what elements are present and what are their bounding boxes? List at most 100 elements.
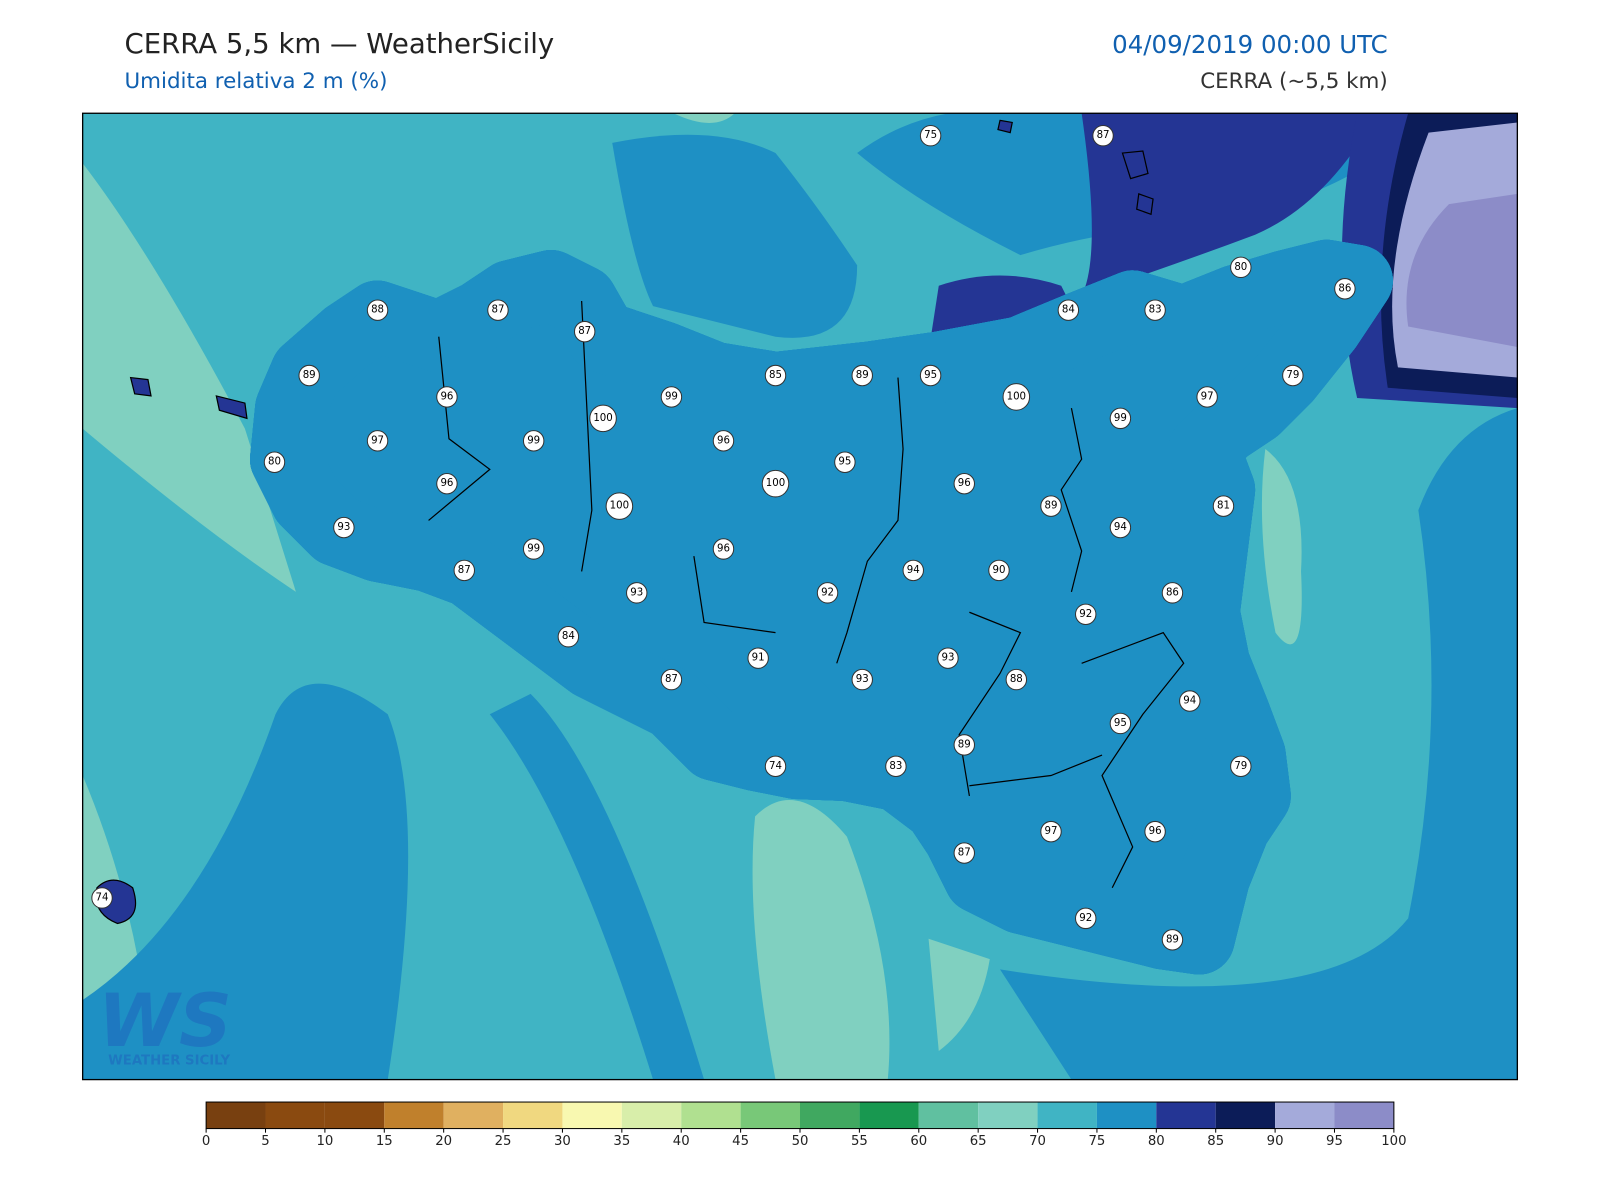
station: 90	[988, 559, 1010, 582]
station-marker	[816, 582, 839, 604]
map-frame	[81, 112, 1519, 1081]
station: 92	[1075, 907, 1097, 930]
colorbar-tick-label: 65	[970, 1134, 987, 1149]
station-marker	[834, 451, 856, 473]
station-value: 92	[821, 587, 834, 598]
station: 96	[436, 386, 458, 408]
station-value: 81	[1217, 501, 1230, 512]
station: 96	[1144, 820, 1166, 843]
station-value: 87	[491, 305, 504, 316]
station-marker	[1179, 690, 1201, 712]
station-value: 74	[96, 892, 109, 903]
station-value: 83	[1149, 305, 1162, 316]
station-value: 96	[440, 478, 453, 489]
station-marker	[436, 472, 458, 495]
map-area: 75 87 80 86 88 87 87 84 83 89 96 99 100 85 89 95 100 97 99…	[82, 113, 1518, 1080]
station-value: 95	[924, 370, 937, 381]
station: 86	[1161, 582, 1184, 604]
station: 87	[453, 559, 475, 582]
contour	[928, 938, 990, 1052]
colorbar-bin	[206, 1102, 266, 1129]
station-marker	[1109, 407, 1132, 430]
station-marker	[660, 386, 683, 408]
station-marker	[366, 299, 389, 321]
station-marker	[953, 842, 975, 864]
colorbar-bin	[562, 1102, 622, 1129]
station-marker	[1109, 712, 1132, 735]
station-marker	[712, 538, 735, 560]
station: 99	[1109, 407, 1132, 430]
contour	[1406, 193, 1518, 347]
logo-text: WEATHER SICILY	[108, 1053, 230, 1068]
colorbar-bin	[1275, 1102, 1335, 1129]
station-value: 88	[1010, 674, 1023, 685]
station-marker	[988, 559, 1010, 582]
station-value: 99	[1114, 413, 1127, 424]
station-marker	[1092, 125, 1114, 147]
station-value: 94	[1183, 696, 1196, 707]
station-marker	[91, 887, 113, 909]
station-marker	[885, 755, 907, 778]
station-value: 100	[766, 478, 785, 489]
station: 95	[919, 364, 942, 387]
station-marker	[626, 582, 648, 604]
station-value: 100	[593, 413, 612, 424]
station-value: 79	[1234, 761, 1247, 772]
station-value: 93	[941, 653, 954, 664]
station: 83	[1144, 299, 1166, 321]
station: 85	[764, 364, 787, 387]
station: 96	[953, 472, 975, 495]
station-value: 95	[838, 457, 851, 468]
station: 93	[851, 668, 873, 691]
colorbar-bin	[443, 1102, 504, 1129]
station-marker	[919, 125, 942, 147]
colorbar-tick-label: 70	[1029, 1134, 1046, 1149]
station-marker	[937, 647, 959, 669]
colorbar-bin	[918, 1102, 979, 1129]
contour	[1261, 448, 1302, 645]
colorbar-bin	[1156, 1102, 1216, 1129]
station: 89	[298, 364, 320, 387]
station-value: 87	[458, 565, 471, 576]
station-value: 90	[992, 565, 1005, 576]
station-value: 86	[1338, 283, 1351, 294]
colorbar-tick-label: 0	[202, 1134, 210, 1149]
station-marker	[660, 668, 683, 691]
station-marker	[1161, 582, 1184, 604]
station-value: 93	[856, 674, 869, 685]
station-marker	[1075, 603, 1097, 625]
station-marker	[1230, 256, 1252, 279]
station-value: 91	[752, 653, 765, 664]
station-marker	[1230, 755, 1252, 778]
station-value: 86	[1166, 587, 1179, 598]
station-marker	[764, 364, 787, 387]
province-borders	[428, 300, 1185, 889]
station: 97	[1196, 386, 1218, 408]
station-marker	[712, 430, 735, 452]
station-marker	[522, 538, 545, 560]
colorbar-bin	[1215, 1102, 1276, 1129]
station-value: 80	[1234, 262, 1247, 273]
station-value: 88	[371, 305, 384, 316]
station-value: 92	[1079, 609, 1092, 620]
station-value: 100	[1007, 391, 1026, 402]
colorbar-tick-label: 80	[1148, 1134, 1165, 1149]
station: 95	[834, 451, 856, 473]
station-marker	[953, 472, 975, 495]
station: 100	[605, 492, 634, 520]
colorbar-tick-label: 95	[1326, 1134, 1343, 1149]
station-value: 97	[371, 435, 384, 446]
station-value: 85	[769, 370, 782, 381]
station-value: 84	[1062, 305, 1075, 316]
colorbar-tick-label: 30	[554, 1134, 571, 1149]
colorbar-tick-label: 90	[1267, 1134, 1284, 1149]
station-value: 95	[1114, 718, 1127, 729]
title: CERRA 5,5 km — WeatherSicily	[124, 28, 554, 60]
contour	[1081, 113, 1378, 296]
station: 94	[902, 559, 924, 582]
colorbar-bin	[681, 1102, 741, 1129]
station: 81	[1212, 495, 1235, 517]
station-marker	[333, 516, 355, 539]
colorbar-tick-label: 20	[435, 1134, 452, 1149]
station: 89	[1040, 495, 1062, 517]
